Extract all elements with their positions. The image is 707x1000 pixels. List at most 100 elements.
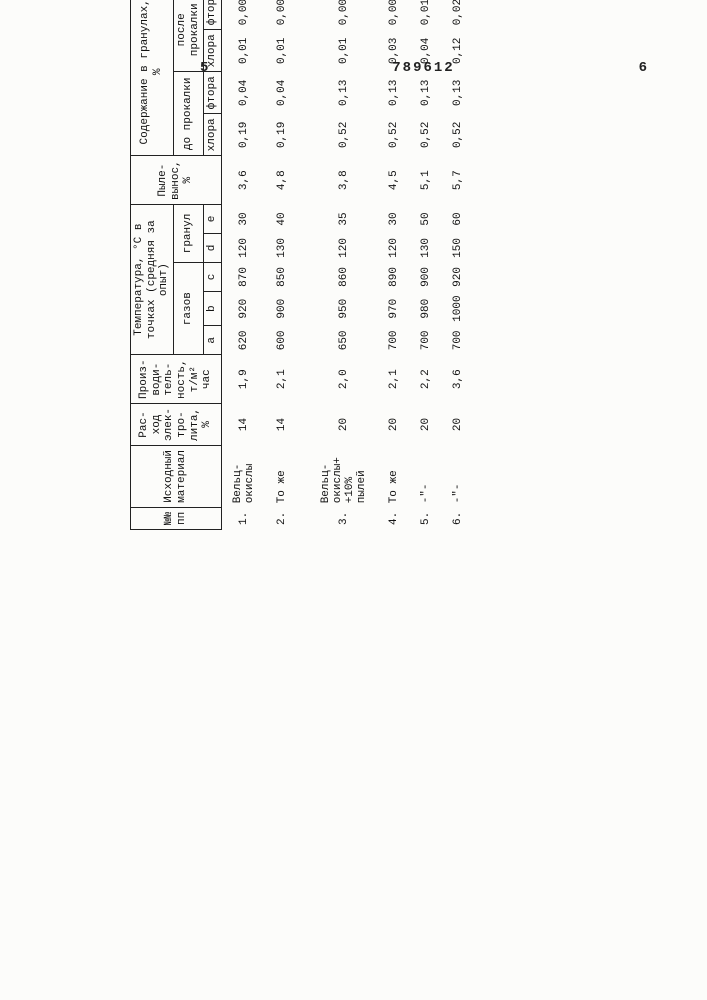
- cell-electrolyte: 20: [410, 403, 442, 445]
- cell-t_b: 970: [378, 291, 410, 325]
- cell-t_b: 900: [266, 291, 298, 325]
- col-a: a: [204, 326, 222, 355]
- cell-f_before: 0,04: [266, 72, 298, 114]
- cell-f_after: 0,008: [266, 0, 298, 30]
- cell-dust: 4,5: [378, 156, 410, 205]
- main-table: №№пп Исходный материал Рас-ходэлек-тро-л…: [130, 0, 474, 530]
- cell-electrolyte: 20: [442, 403, 474, 445]
- col-after: после прокалки: [173, 0, 203, 72]
- col-granules: гранул: [173, 204, 203, 262]
- cell-t_a: 620: [221, 326, 266, 355]
- cell-t_b: 980: [410, 291, 442, 325]
- cell-f_before: 0,13: [410, 72, 442, 114]
- page-number-right: 6: [639, 60, 647, 76]
- cell-t_e: 40: [266, 204, 298, 233]
- cell-cl_after: 0,01: [266, 30, 298, 72]
- cell-cl_after: 0,04: [410, 30, 442, 72]
- cell-cl_before: 0,52: [378, 114, 410, 156]
- table-header: №№пп Исходный материал Рас-ходэлек-тро-л…: [131, 0, 222, 530]
- table-row: 4.То же202,1700970890120304,50,520,130,0…: [378, 0, 410, 530]
- cell-productivity: 2,1: [266, 355, 298, 404]
- cell-cl_before: 0,19: [221, 114, 266, 156]
- cell-f_before: 0,13: [442, 72, 474, 114]
- cell-cl_after: 0,01: [221, 30, 266, 72]
- cell-f_after: 0,007: [221, 0, 266, 30]
- cell-dust: 5,7: [442, 156, 474, 205]
- cell-dust: 3,8: [310, 156, 378, 205]
- table-row: 3.Вельц-окислы++10%пылей202,065095086012…: [310, 0, 378, 530]
- cell-material: -"-: [442, 445, 474, 507]
- cell-t_c: 890: [378, 262, 410, 291]
- cell-n: 5.: [410, 507, 442, 529]
- cell-t_e: 60: [442, 204, 474, 233]
- cell-t_b: 1000: [442, 291, 474, 325]
- col-c: c: [204, 262, 222, 291]
- cell-t_e: 30: [378, 204, 410, 233]
- col-b: b: [204, 291, 222, 325]
- cell-n: 4.: [378, 507, 410, 529]
- cell-cl_before: 0,52: [442, 114, 474, 156]
- cell-t_a: 700: [410, 326, 442, 355]
- col-productivity: Произ-води-тель-ность,т/м²час: [131, 355, 222, 404]
- col-e: e: [204, 204, 222, 233]
- col-content: Содержание в гранулах,%: [131, 0, 174, 156]
- cell-t_c: 850: [266, 262, 298, 291]
- cell-t_a: 700: [442, 326, 474, 355]
- cell-f_after: 0,011: [410, 0, 442, 30]
- cell-n: 3.: [310, 507, 378, 529]
- cell-electrolyte: 14: [221, 403, 266, 445]
- cell-electrolyte: 20: [310, 403, 378, 445]
- cell-t_c: 920: [442, 262, 474, 291]
- cell-material: Вельц-окислы++10%пылей: [310, 445, 378, 507]
- cell-cl_before: 0,52: [310, 114, 378, 156]
- cell-f_before: 0,04: [221, 72, 266, 114]
- cell-t_e: 50: [410, 204, 442, 233]
- cell-t_b: 950: [310, 291, 378, 325]
- cell-productivity: 2,1: [378, 355, 410, 404]
- col-d: d: [204, 233, 222, 262]
- cell-t_a: 650: [310, 326, 378, 355]
- cell-n: 2.: [266, 507, 298, 529]
- table-row: 1.Вельц-окислы141,9620920870120303,60,19…: [221, 0, 266, 530]
- table-row: 6.-"-203,67001000920150605,70,520,130,12…: [442, 0, 474, 530]
- col-f-before: фтора: [204, 72, 222, 114]
- cell-t_d: 130: [410, 233, 442, 262]
- cell-t_c: 860: [310, 262, 378, 291]
- col-f-after: фтора: [204, 0, 222, 30]
- col-cl-before: хлора: [204, 114, 222, 156]
- cell-material: -"-: [410, 445, 442, 507]
- cell-productivity: 1,9: [221, 355, 266, 404]
- col-before: до прокалки: [173, 72, 203, 156]
- col-electrolyte: Рас-ходэлек-тро-лита,%: [131, 403, 222, 445]
- cell-material: Вельц-окислы: [221, 445, 266, 507]
- col-index: №№пп: [131, 507, 222, 529]
- cell-f_after: 0,005: [310, 0, 378, 30]
- col-gases: газов: [173, 262, 203, 354]
- col-cl-after: хлора: [204, 30, 222, 72]
- cell-productivity: 3,6: [442, 355, 474, 404]
- cell-dust: 3,6: [221, 156, 266, 205]
- cell-t_d: 120: [310, 233, 378, 262]
- cell-n: 6.: [442, 507, 474, 529]
- cell-t_c: 900: [410, 262, 442, 291]
- cell-cl_after: 0,12: [442, 30, 474, 72]
- cell-t_d: 120: [378, 233, 410, 262]
- cell-t_e: 30: [221, 204, 266, 233]
- cell-f_after: 0,007: [378, 0, 410, 30]
- cell-productivity: 2,2: [410, 355, 442, 404]
- col-dust: Пыле-вынос,%: [131, 156, 222, 205]
- cell-electrolyte: 14: [266, 403, 298, 445]
- cell-dust: 5,1: [410, 156, 442, 205]
- cell-cl_before: 0,19: [266, 114, 298, 156]
- cell-f_before: 0,13: [378, 72, 410, 114]
- cell-productivity: 2,0: [310, 355, 378, 404]
- table-body: 1.Вельц-окислы141,9620920870120303,60,19…: [221, 0, 474, 530]
- cell-electrolyte: 20: [378, 403, 410, 445]
- cell-cl_after: 0,03: [378, 30, 410, 72]
- cell-dust: 4,8: [266, 156, 298, 205]
- cell-t_b: 920: [221, 291, 266, 325]
- cell-t_a: 600: [266, 326, 298, 355]
- cell-t_a: 700: [378, 326, 410, 355]
- col-temperature: Температура, °С вточках (средняя заопыт): [131, 204, 174, 354]
- table-row: [298, 0, 310, 530]
